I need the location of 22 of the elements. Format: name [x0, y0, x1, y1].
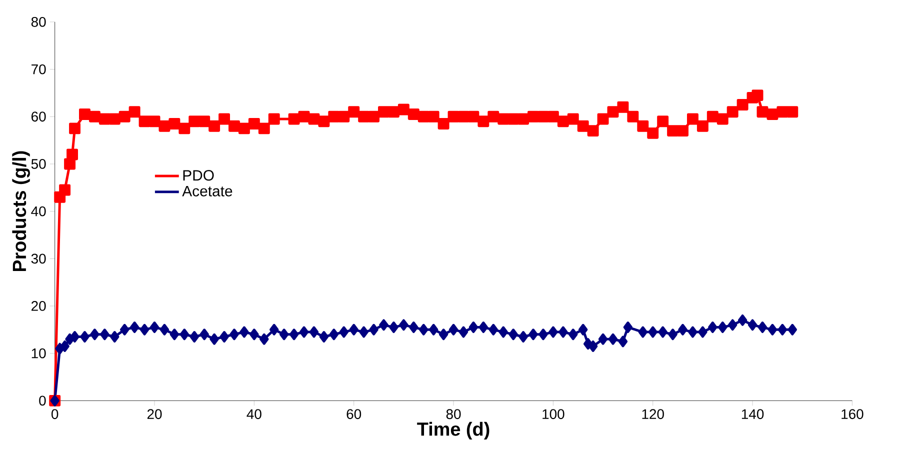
- x-tick-label: 120: [642, 408, 664, 419]
- y-tick-label: 60: [32, 111, 46, 122]
- x-tick-label: 40: [246, 408, 262, 419]
- legend-label: Acetate: [182, 186, 232, 196]
- y-axis-title: Products (g/l): [12, 151, 30, 271]
- y-tick-label: 70: [32, 64, 46, 74]
- y-tick-label: 80: [31, 16, 46, 27]
- x-tick-label: 160: [842, 408, 864, 419]
- y-tick-label: 20: [32, 300, 46, 311]
- x-tick-label: 80: [446, 408, 461, 419]
- y-tick-label: 30: [31, 253, 46, 264]
- y-tick-label: 50: [31, 158, 46, 169]
- x-axis-title: Time (d): [417, 422, 490, 440]
- x-tick-label: 140: [742, 408, 764, 419]
- legend-label: PDO: [183, 170, 214, 180]
- y-tick-label: 40: [31, 206, 46, 216]
- x-tick-label: 0: [52, 408, 58, 419]
- x-tick-label: 20: [147, 408, 162, 419]
- x-tick-label: 60: [346, 408, 362, 419]
- y-tick-label: 10: [32, 348, 46, 358]
- y-tick-label: 0: [39, 395, 46, 406]
- x-tick-label: 100: [542, 408, 564, 419]
